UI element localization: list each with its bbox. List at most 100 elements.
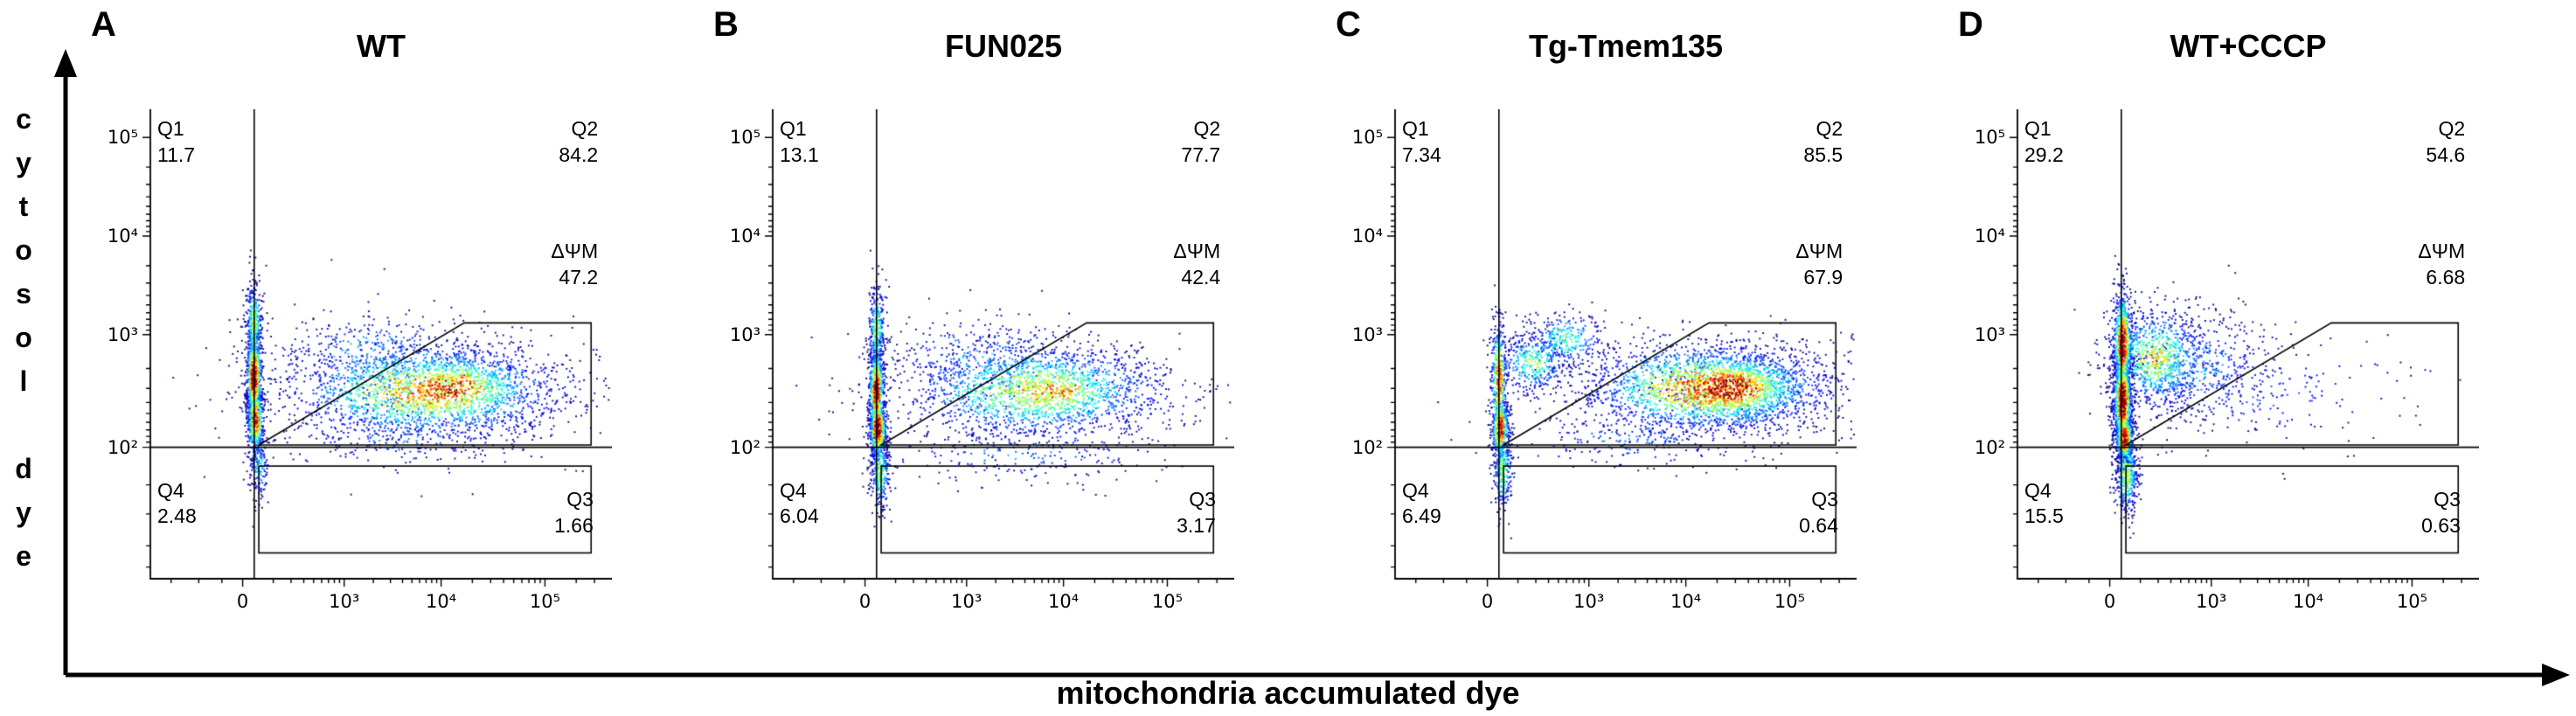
q1-gate-label: Q1 11.7 [157, 116, 195, 169]
psi-name: ΔΨM [1173, 239, 1221, 262]
q1-value: 11.7 [157, 143, 196, 166]
x-tick-label: 10⁴ [426, 591, 457, 612]
x-tick-label: 10⁵ [2396, 591, 2428, 612]
psi-name: ΔΨM [551, 239, 599, 262]
q3-name: Q3 [1189, 488, 1216, 511]
y-tick-label: 10⁴ [1351, 225, 1383, 247]
q4-name: Q4 [2024, 478, 2052, 502]
q3-value: 0.63 [2421, 514, 2461, 538]
panel-letter: C [1336, 5, 1361, 44]
q3-name: Q3 [2434, 488, 2461, 511]
x-tick-label: 10⁴ [2293, 591, 2324, 612]
x-tick-label: 10³ [1573, 591, 1605, 612]
q4-value: 6.04 [780, 504, 819, 528]
x-axis-label: mitochondria accumulated dye [1056, 675, 1520, 711]
y-axis-arrowhead-icon [54, 49, 77, 77]
psi-gate-label: ΔΨM 47.2 [551, 239, 598, 291]
q1-gate-label: Q1 13.1 [780, 116, 819, 169]
y-tick-label: 10² [729, 436, 760, 458]
x-tick-label: 10³ [329, 591, 360, 612]
q2-name: Q2 [1193, 117, 1221, 141]
x-tick-label: 0 [1481, 591, 1494, 612]
panel-letter: D [1958, 5, 1983, 44]
psi-name: ΔΨM [2418, 239, 2466, 262]
y-tick-label: 10³ [729, 323, 760, 345]
psi-value: 42.4 [1181, 265, 1221, 288]
x-tick-label: 0 [236, 591, 249, 612]
psi-gate-label: ΔΨM 67.9 [1795, 239, 1843, 291]
q3-gate-label: Q3 0.64 [1799, 487, 1838, 539]
q2-gate-label: Q2 77.7 [1181, 116, 1220, 169]
q2-gate-label: Q2 85.5 [1803, 116, 1843, 169]
psi-value: 67.9 [1803, 265, 1843, 288]
x-tick-label: 10³ [951, 591, 982, 612]
panel-title: WT [357, 28, 406, 64]
x-tick-label: 0 [858, 591, 871, 612]
x-tick-label: 10⁴ [1048, 591, 1080, 612]
q2-gate-label: Q2 54.6 [2426, 116, 2465, 169]
q1-name: Q1 [780, 117, 807, 141]
flow-plot: 10⁵ 10⁴ 10³ 10² 0 10³ 10⁴ 10⁵ Q1 7.34 Q2… [1352, 109, 1857, 612]
q4-name: Q4 [1402, 478, 1429, 502]
panel-b: B FUN025 10⁵ 10⁴ 10³ 10² 0 10³ 10⁴ 10⁵ Q… [699, 0, 1322, 647]
y-tick-label: 10⁵ [729, 127, 760, 149]
q4-gate-label: Q4 15.5 [2024, 478, 2064, 531]
panel-letter: B [713, 5, 739, 44]
psi-gate-label: ΔΨM 6.68 [2418, 239, 2465, 291]
q3-gate-label: Q3 1.66 [554, 487, 594, 539]
y-tick-label: 10² [1974, 436, 2005, 458]
psi-name: ΔΨM [1795, 239, 1843, 262]
y-tick-label: 10³ [1351, 323, 1383, 345]
panel-d: D WT+CCCP 10⁵ 10⁴ 10³ 10² 0 10³ 10⁴ 10⁵ … [1944, 0, 2566, 647]
y-tick-label: 10⁵ [1974, 127, 2005, 149]
q1-gate-label: Q1 29.2 [2024, 116, 2064, 169]
x-tick-label: 10⁵ [1151, 591, 1184, 612]
q2-value: 84.2 [559, 143, 599, 166]
scatter-canvas [2003, 109, 2479, 593]
q1-value: 13.1 [780, 143, 819, 166]
q4-name: Q4 [780, 478, 807, 502]
scatter-canvas [1381, 109, 1857, 593]
flow-plot: 10⁵ 10⁴ 10³ 10² 0 10³ 10⁴ 10⁵ Q1 11.7 Q2… [108, 109, 612, 612]
q2-value: 54.6 [2426, 143, 2466, 166]
q3-gate-label: Q3 0.63 [2421, 487, 2461, 539]
flow-plot: 10⁵ 10⁴ 10³ 10² 0 10³ 10⁴ 10⁵ Q1 29.2 Q2… [1975, 109, 2479, 612]
q2-name: Q2 [571, 117, 599, 141]
q3-value: 0.64 [1799, 514, 1838, 538]
q2-name: Q2 [1816, 117, 1843, 141]
q4-value: 15.5 [2024, 504, 2064, 528]
q4-gate-label: Q4 6.04 [780, 478, 819, 531]
q2-value: 77.7 [1181, 143, 1221, 166]
y-tick-label: 10⁴ [729, 225, 760, 247]
q3-name: Q3 [566, 488, 594, 511]
q3-gate-label: Q3 3.17 [1177, 487, 1216, 539]
q2-name: Q2 [2438, 117, 2466, 141]
y-tick-label: 10³ [107, 323, 138, 345]
y-tick-label: 10⁴ [107, 225, 138, 247]
y-tick-label: 10⁵ [107, 127, 138, 149]
q1-gate-label: Q1 7.34 [1402, 116, 1441, 169]
panel-title: WT+CCCP [2170, 28, 2327, 64]
y-tick-label: 10⁴ [1974, 225, 2005, 247]
y-tick-label: 10³ [1974, 323, 2005, 345]
flow-plot: 10⁵ 10⁴ 10³ 10² 0 10³ 10⁴ 10⁵ Q1 13.1 Q2… [730, 109, 1234, 612]
panel-a: A WT 10⁵ 10⁴ 10³ 10² 0 10³ 10⁴ 10⁵ Q1 11… [77, 0, 699, 647]
x-tick-label: 10³ [2196, 591, 2227, 612]
panel-title: FUN025 [944, 28, 1063, 64]
y-tick-label: 10² [107, 436, 138, 458]
panel-c: C Tg-Tmem135 10⁵ 10⁴ 10³ 10² 0 10³ 10⁴ 1… [1322, 0, 1944, 647]
panels-row: A WT 10⁵ 10⁴ 10³ 10² 0 10³ 10⁴ 10⁵ Q1 11… [77, 0, 2566, 647]
q4-value: 6.49 [1402, 504, 1441, 528]
q3-name: Q3 [1811, 488, 1838, 511]
panel-letter: A [91, 5, 116, 44]
q4-gate-label: Q4 6.49 [1402, 478, 1441, 531]
q1-name: Q1 [1402, 117, 1429, 141]
x-tick-label: 10⁵ [529, 591, 561, 612]
q2-gate-label: Q2 84.2 [559, 116, 598, 169]
y-tick-label: 10² [1351, 436, 1383, 458]
psi-gate-label: ΔΨM 42.4 [1173, 239, 1220, 291]
psi-value: 47.2 [559, 265, 599, 288]
x-tick-label: 10⁵ [1774, 591, 1806, 612]
q4-gate-label: Q4 2.48 [157, 478, 197, 531]
